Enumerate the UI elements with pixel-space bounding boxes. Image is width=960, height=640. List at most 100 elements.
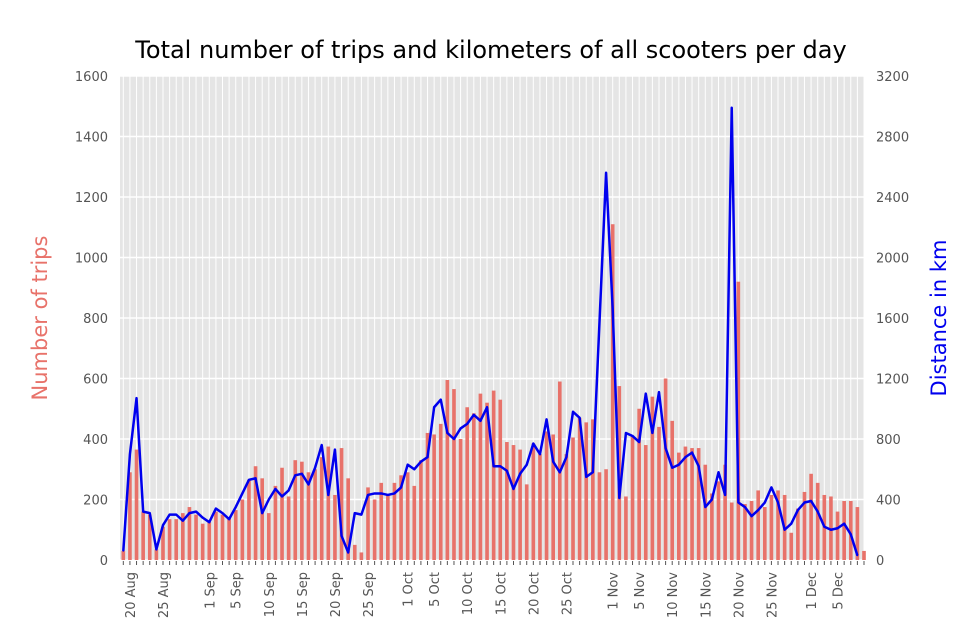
trip-bar bbox=[438, 423, 443, 560]
trip-bar bbox=[405, 472, 410, 560]
trip-bar bbox=[293, 460, 298, 560]
distance-point bbox=[135, 397, 138, 399]
trip-bar bbox=[471, 413, 476, 560]
x-tick-label: 20 Sep bbox=[329, 572, 344, 617]
distance-point bbox=[228, 518, 230, 520]
trip-bar bbox=[485, 402, 489, 560]
trip-bar bbox=[313, 469, 317, 560]
trip-bar bbox=[167, 519, 172, 560]
trip-bar bbox=[147, 514, 152, 560]
distance-point bbox=[195, 510, 197, 513]
distance-point bbox=[274, 488, 277, 490]
trip-bar bbox=[458, 439, 463, 560]
distance-point bbox=[413, 468, 416, 471]
distance-point bbox=[545, 418, 548, 421]
distance-point bbox=[182, 519, 184, 522]
distance-point bbox=[525, 463, 528, 466]
distance-point bbox=[466, 423, 469, 425]
distance-point bbox=[797, 509, 799, 511]
distance-point bbox=[234, 506, 237, 508]
trip-bar bbox=[253, 466, 258, 560]
plot-area: 0 200 400 600 800 1000 1200 1400 1600 0 400 800 1200… bbox=[75, 70, 909, 618]
x-tick-label: 10 Oct bbox=[461, 572, 476, 615]
distance-point bbox=[810, 500, 812, 502]
trip-bar bbox=[564, 454, 569, 560]
distance-point bbox=[651, 432, 654, 434]
x-tick-label: 5 Nov bbox=[633, 572, 648, 610]
distance-point bbox=[678, 463, 680, 466]
distance-point bbox=[598, 321, 601, 324]
trip-bar bbox=[386, 494, 390, 560]
trip-bar bbox=[121, 550, 126, 560]
trip-bar bbox=[319, 457, 324, 560]
right-axis-label: Distance in km bbox=[927, 240, 951, 397]
trip-bar bbox=[352, 544, 357, 560]
left-tick-label: 1600 bbox=[75, 70, 108, 85]
distance-point bbox=[393, 492, 396, 495]
distance-point bbox=[334, 448, 336, 451]
trip-bar bbox=[531, 443, 536, 560]
distance-point bbox=[836, 527, 839, 530]
trip-bar bbox=[174, 519, 179, 560]
trip-bar bbox=[194, 514, 198, 560]
trip-bar bbox=[677, 452, 681, 560]
distance-point bbox=[453, 438, 455, 440]
x-tick-label: 25 Nov bbox=[765, 572, 780, 618]
right-tick-label: 2800 bbox=[876, 131, 909, 146]
trip-bar bbox=[161, 526, 165, 560]
distance-point bbox=[307, 483, 310, 486]
trip-bar bbox=[696, 448, 701, 560]
distance-point bbox=[281, 495, 283, 498]
left-tick-label: 1000 bbox=[75, 252, 108, 267]
trip-bar bbox=[776, 490, 780, 560]
x-tick-label: 20 Oct bbox=[527, 572, 542, 615]
distance-point bbox=[148, 512, 151, 514]
distance-point bbox=[611, 308, 614, 310]
trip-bar bbox=[326, 446, 331, 560]
trip-bar bbox=[379, 482, 384, 560]
distance-point bbox=[578, 417, 581, 419]
distance-point bbox=[724, 494, 726, 496]
distance-point bbox=[486, 406, 488, 409]
distance-point bbox=[201, 516, 204, 519]
distance-line bbox=[122, 106, 859, 556]
trip-bar bbox=[524, 484, 529, 560]
trip-bar bbox=[809, 473, 813, 560]
trip-bar bbox=[498, 399, 503, 560]
distance-point bbox=[241, 492, 244, 495]
trip-bar bbox=[842, 501, 846, 560]
trip-bar bbox=[214, 511, 218, 560]
distance-point bbox=[446, 432, 449, 434]
trip-bar bbox=[372, 499, 377, 560]
x-tick-label: 1 Sep bbox=[203, 572, 218, 609]
distance-point bbox=[215, 507, 217, 510]
trip-bar bbox=[207, 522, 212, 560]
trip-bar bbox=[591, 419, 595, 560]
right-tick-label: 800 bbox=[876, 433, 901, 448]
trip-bar bbox=[412, 485, 417, 560]
trip-bar bbox=[240, 499, 245, 560]
distance-point bbox=[400, 486, 402, 489]
trip-bar bbox=[597, 472, 602, 560]
distance-point bbox=[717, 471, 720, 474]
distance-point bbox=[558, 471, 561, 474]
distance-point bbox=[254, 477, 257, 480]
distance-point bbox=[347, 551, 349, 554]
distance-point bbox=[532, 442, 535, 445]
trip-bar bbox=[392, 482, 397, 560]
trip-bar bbox=[829, 496, 833, 560]
distance-point bbox=[737, 501, 740, 504]
distance-point bbox=[512, 488, 515, 490]
distance-point bbox=[519, 472, 521, 475]
distance-point bbox=[552, 460, 554, 463]
trip-bar bbox=[141, 511, 145, 560]
trip-bar bbox=[571, 437, 575, 560]
x-tick-label: 25 Oct bbox=[560, 572, 575, 615]
distance-point bbox=[353, 512, 356, 514]
trip-bar bbox=[432, 434, 436, 560]
trip-bar bbox=[710, 493, 714, 560]
trip-bar bbox=[399, 475, 403, 560]
distance-point bbox=[499, 465, 502, 468]
distance-point bbox=[605, 172, 607, 174]
